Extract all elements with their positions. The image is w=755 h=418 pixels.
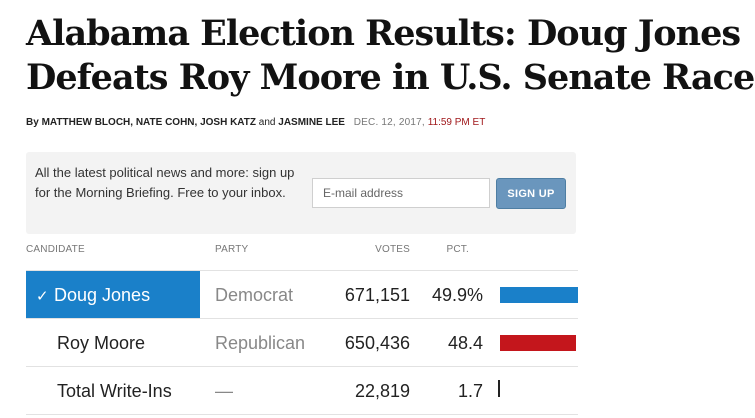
table-row: Roy Moore Republican 650,436 48.4 — [26, 318, 578, 367]
sign-up-button[interactable]: SIGN UP — [496, 178, 566, 209]
signup-description: All the latest political news and more: … — [35, 165, 295, 200]
candidate-name: Total Write-Ins — [57, 381, 172, 401]
candidate-cell-winner: ✓ Doug Jones — [26, 271, 200, 319]
byline-prefix: By — [26, 117, 39, 128]
email-input[interactable] — [312, 178, 490, 208]
headline-line-1: Alabama Election Results: Doug Jones — [26, 13, 741, 54]
candidate-name: Roy Moore — [57, 333, 146, 353]
vote-percent: 49.9% — [431, 285, 483, 305]
vote-percent: 48.4 — [447, 333, 483, 353]
headline: Alabama Election Results: Doug Jones Def… — [26, 12, 755, 100]
vote-count: 671,151 — [344, 285, 410, 305]
newsletter-signup-box: All the latest political news and more: … — [26, 152, 576, 234]
header-party: PARTY — [215, 244, 249, 255]
byline-connector: and — [258, 117, 276, 128]
vote-share-bar — [498, 380, 500, 397]
vote-count: 650,436 — [344, 333, 410, 353]
header-votes: VOTES — [375, 244, 410, 255]
vote-share-bar — [500, 335, 576, 351]
byline-last-author[interactable]: JASMINE LEE — [278, 117, 345, 128]
header-pct: PCT. — [446, 244, 469, 255]
headline-line-2: Defeats Roy Moore in U.S. Senate Race — [26, 57, 755, 98]
table-row: ✓ Doug Jones Democrat 671,151 49.9% — [26, 270, 578, 319]
vote-percent: 1.7 — [457, 381, 483, 401]
publish-time: 11:59 PM ET — [427, 117, 486, 128]
candidate-name: Doug Jones — [54, 285, 151, 305]
publish-date: DEC. 12, 2017, — [353, 117, 425, 128]
header-candidate: CANDIDATE — [26, 244, 85, 255]
table-bottom-rule — [26, 414, 578, 415]
byline: By MATTHEW BLOCH, NATE COHN, JOSH KATZ a… — [26, 117, 485, 128]
vote-share-bar — [500, 287, 578, 303]
table-row: Total Write-Ins — 22,819 1.7 — [26, 366, 578, 415]
vote-count: 22,819 — [354, 381, 410, 401]
winner-check-icon: ✓ — [36, 288, 49, 305]
party-name: Democrat — [215, 285, 294, 305]
party-name: — — [215, 381, 233, 401]
byline-authors[interactable]: MATTHEW BLOCH, NATE COHN, JOSH KATZ — [41, 117, 257, 128]
party-name: Republican — [215, 333, 306, 353]
